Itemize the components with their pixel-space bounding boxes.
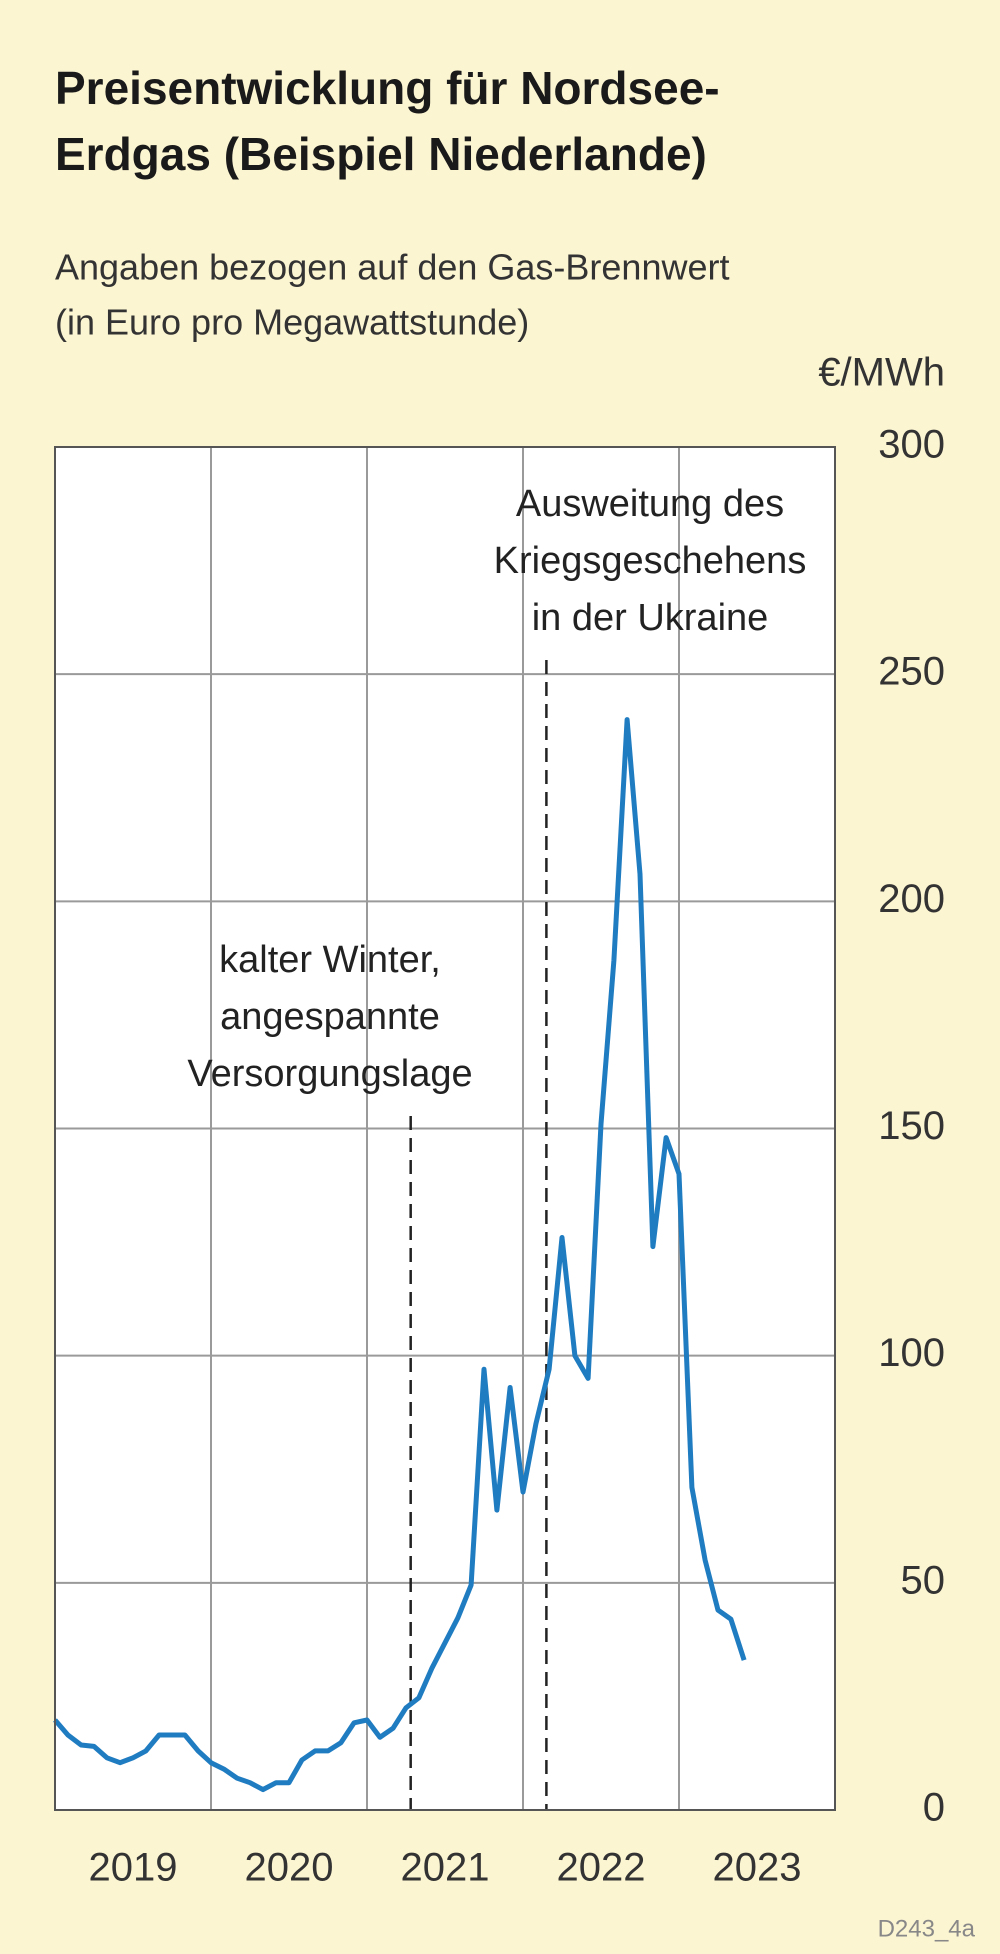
annotation-text: kalter Winter,: [219, 939, 441, 981]
y-tick-label: 100: [878, 1331, 945, 1375]
annotation-text: in der Ukraine: [532, 597, 769, 639]
y-tick-label: 250: [878, 650, 945, 694]
annotation-text: Ausweitung des: [516, 483, 784, 525]
x-tick-label: 2021: [401, 1846, 490, 1890]
y-tick-label: 150: [878, 1104, 945, 1148]
plot-border: [54, 446, 836, 1811]
chart-title: Erdgas (Beispiel Niederlande): [55, 128, 707, 180]
y-tick-label: 300: [878, 423, 945, 467]
data-line: [53, 717, 747, 1793]
x-tick-label: 2019: [89, 1846, 178, 1890]
annotation-text: Kriegsgeschehens: [494, 540, 807, 582]
chart-title: Preisentwicklung für Nordsee-: [55, 62, 720, 114]
y-tick-label: 50: [901, 1558, 946, 1602]
subtitle: (in Euro pro Megawattstunde): [55, 302, 529, 343]
annotation-text: Versorgungslage: [187, 1053, 472, 1095]
subtitle: Angaben bezogen auf den Gas-Brennwert: [55, 247, 729, 288]
y-unit: €/MWh: [818, 351, 945, 395]
source: D243_4a: [878, 1915, 976, 1942]
x-tick-label: 2022: [557, 1846, 646, 1890]
y-tick-label: 200: [878, 877, 945, 921]
annotation-text: angespannte: [220, 996, 440, 1038]
x-tick-label: 2023: [713, 1846, 802, 1890]
y-tick-label: 0: [923, 1786, 945, 1830]
x-tick-label: 2020: [245, 1846, 334, 1890]
